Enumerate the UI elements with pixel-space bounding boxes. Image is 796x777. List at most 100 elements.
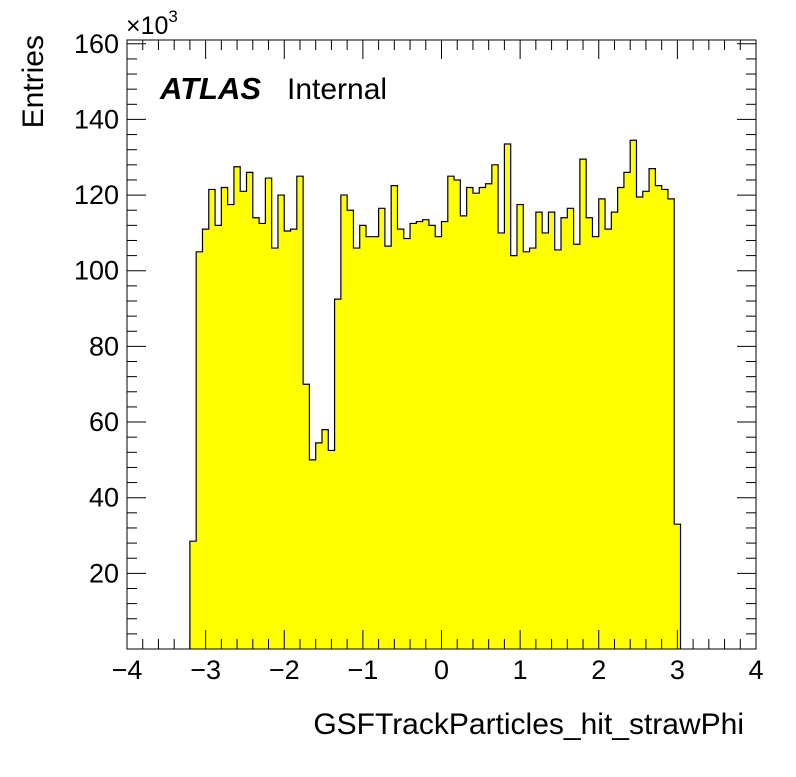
histogram-bin (384, 246, 392, 650)
histogram-bin (196, 251, 203, 649)
histogram-bin (259, 223, 266, 649)
histogram-bin (353, 248, 361, 650)
histogram-bin (535, 212, 543, 649)
y-tick-label: 20 (89, 558, 119, 588)
histogram-bin (315, 442, 323, 649)
histogram-bin (479, 187, 486, 650)
histogram-bin (252, 217, 260, 650)
histogram-bin (554, 249, 562, 649)
histogram-bin (667, 198, 675, 649)
histogram-bin (416, 221, 424, 649)
histogram-bin (208, 189, 216, 650)
histogram-bin (321, 429, 329, 649)
histogram-bin (340, 195, 348, 649)
histogram-bin (227, 204, 235, 650)
histogram-bin (378, 208, 386, 649)
histogram-bin (221, 187, 229, 650)
x-tick-label: 1 (513, 655, 528, 685)
histogram-bin (523, 251, 530, 649)
x-tick-label: 2 (591, 655, 606, 685)
histogram-bin (617, 187, 625, 650)
labels: Entries GSFTrackParticles_hit_strawPhi ×… (17, 7, 744, 741)
histogram-bin (296, 176, 304, 649)
histogram-bin (466, 187, 474, 650)
histogram-bin (529, 248, 537, 650)
histogram-bin (454, 179, 461, 649)
histogram-bin (359, 225, 367, 649)
x-tick-label: 4 (748, 655, 763, 685)
histogram-bin (240, 191, 247, 649)
y-tick-label: 60 (89, 407, 119, 437)
histogram-outline (189, 139, 682, 649)
histogram-bin (472, 193, 480, 649)
histogram-bin (422, 219, 430, 649)
y-tick-label: 80 (89, 331, 119, 361)
histogram-bin (491, 164, 499, 649)
histogram-bin (510, 255, 518, 649)
histogram-bin (586, 217, 593, 650)
histogram-bin (649, 168, 656, 649)
y-multiplier-base: ×10 (126, 12, 168, 40)
histogram-bin (548, 212, 556, 649)
histogram-bin (309, 459, 317, 649)
y-tick-label: 120 (74, 180, 119, 210)
x-tick-label: −4 (112, 655, 143, 685)
histogram-bin (611, 212, 619, 649)
histogram-bin (636, 196, 644, 649)
histogram-bin (265, 178, 273, 649)
x-tick-label: −2 (269, 655, 300, 685)
atlas-status-label: Internal (287, 73, 387, 106)
histogram-bin (447, 176, 455, 649)
histogram-bin (347, 210, 354, 649)
x-tick-label: 0 (434, 655, 449, 685)
y-tick-label: 140 (74, 104, 119, 134)
histogram-bin (391, 185, 398, 649)
histogram-bin (215, 225, 222, 649)
histogram-bin (655, 185, 663, 649)
histogram-bin (498, 232, 505, 650)
histogram-bin (435, 236, 442, 649)
histogram-bin (284, 231, 291, 650)
histogram-bars (189, 139, 682, 650)
y-multiplier: ×103 (126, 7, 178, 40)
histogram-bin (290, 229, 298, 649)
histogram-bin (630, 140, 637, 649)
histogram-bin (561, 217, 568, 650)
histogram-bin (372, 236, 379, 649)
histogram-bin (542, 232, 549, 650)
y-axis-title: Entries (17, 35, 50, 128)
histogram-bin (674, 524, 681, 649)
histogram-bin (567, 208, 574, 649)
y-tick-label: 100 (74, 256, 119, 286)
histogram-bin (328, 450, 335, 649)
y-tick-label: 160 (74, 29, 119, 59)
y-multiplier-exponent: 3 (168, 7, 177, 26)
histogram-bin (485, 183, 493, 649)
histogram-bin (460, 215, 468, 650)
histogram-bin (592, 236, 600, 649)
histogram-bin (303, 384, 310, 649)
histogram-bin (573, 244, 581, 649)
histogram-bin (233, 166, 241, 649)
histogram-bin (642, 191, 650, 649)
histogram-bin (403, 238, 411, 649)
histogram-bin (441, 221, 449, 649)
histogram-bin (661, 189, 669, 650)
histogram-bin (397, 229, 405, 649)
histogram-bin (623, 172, 631, 650)
histogram-bin (516, 204, 524, 650)
histogram-bin (366, 236, 373, 649)
y-tick-label: 40 (89, 483, 119, 513)
histogram-bin (246, 172, 254, 650)
histogram-bin (579, 159, 587, 650)
histogram-bin (334, 299, 342, 649)
histogram-bin (598, 198, 606, 649)
x-tick-label: 3 (670, 655, 685, 685)
histogram-bin (428, 225, 436, 649)
histogram-bin (202, 229, 210, 649)
x-axis-title: GSFTrackParticles_hit_strawPhi (313, 708, 744, 741)
histogram-bin (271, 248, 279, 650)
x-tick-label: −1 (347, 655, 378, 685)
histogram-bin (189, 541, 197, 649)
